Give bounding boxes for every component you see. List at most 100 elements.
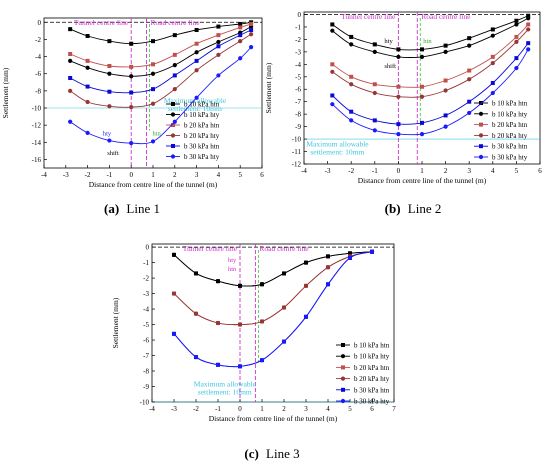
data-point-circle: [107, 71, 112, 76]
legend-marker-circle: [340, 398, 346, 404]
y-tick-label: -2: [295, 36, 301, 44]
data-point-circle: [194, 68, 199, 73]
data-point-square: [420, 84, 424, 89]
data-point-square: [526, 13, 531, 18]
data-point-circle: [490, 33, 495, 38]
x-tick-label: -2: [85, 171, 91, 179]
data-point-square: [526, 41, 531, 46]
data-point-square: [490, 81, 495, 86]
data-point-square: [514, 56, 519, 61]
legend-label: b 20 kPa hty: [354, 375, 390, 383]
y-tick-label: -3: [143, 290, 149, 298]
legend-marker-circle: [478, 133, 484, 138]
data-point-square: [151, 39, 155, 44]
data-point-circle: [172, 87, 177, 92]
data-point-circle: [68, 119, 73, 124]
data-point-square: [194, 41, 199, 46]
legend-label: b 10 kPa hty: [184, 111, 220, 119]
data-point-circle: [215, 279, 221, 284]
data-point-circle: [526, 16, 531, 21]
x-tick-label: -1: [215, 405, 221, 413]
data-point-circle: [443, 88, 448, 93]
series-line-4: [332, 29, 529, 98]
legend-marker-square: [341, 365, 345, 370]
y-tick-label: -2: [143, 275, 149, 283]
y-tick-label: -1: [143, 259, 149, 267]
y-tick-label: -4: [143, 306, 149, 314]
data-point-circle: [490, 60, 495, 66]
data-point-circle: [107, 104, 112, 109]
series-line-1: [70, 21, 252, 45]
series-line-3: [332, 24, 529, 88]
allowable-text-line1: Maximum allowable: [164, 96, 227, 105]
data-point-circle: [467, 43, 472, 48]
data-point-square: [238, 33, 243, 38]
data-point-circle: [237, 364, 243, 369]
series-line-5: [332, 42, 529, 125]
data-point-square: [490, 54, 495, 59]
data-point-circle: [171, 331, 177, 336]
data-point-circle: [443, 49, 448, 54]
x-tick-label: -3: [171, 405, 177, 413]
data-point-circle: [171, 252, 177, 257]
series-line-5: [70, 29, 252, 94]
data-point-square: [467, 99, 472, 104]
data-point-circle: [325, 282, 331, 287]
legend-marker-circle: [170, 154, 176, 159]
data-point-square: [194, 28, 199, 32]
y-tick-label: -8: [143, 368, 149, 376]
data-point-circle: [216, 39, 221, 45]
caption-tag-line2: (b): [385, 201, 401, 216]
x-tick-label: 1: [420, 167, 424, 175]
caption-tag-line1: (a): [104, 201, 119, 216]
data-point-circle: [172, 63, 177, 68]
y-tick-label: -6: [143, 337, 149, 345]
data-point-square: [172, 33, 177, 38]
x-tick-label: 0: [129, 171, 133, 179]
x-axis-label: Distance from centre line of the tunnel …: [209, 414, 338, 423]
caption-line1: (a) Line 1: [104, 201, 160, 216]
data-point-square: [107, 89, 112, 94]
data-point-square: [330, 62, 335, 67]
tunnel-centre-label: Tunnel centre line: [74, 18, 129, 27]
data-point-circle: [303, 283, 309, 288]
data-point-circle: [238, 56, 243, 61]
legend-label: b 10 kPa htn: [354, 342, 390, 350]
caption-line2: (b) Line 2: [385, 201, 442, 216]
data-point-square: [172, 52, 177, 57]
y-tick-label: -7: [295, 98, 301, 106]
x-tick-label: -3: [325, 167, 331, 175]
x-tick-label: -2: [348, 167, 354, 175]
data-point-circle: [68, 88, 73, 93]
y-axis-label: Settlement (mm): [111, 297, 120, 348]
y-tick-label: 0: [146, 244, 150, 252]
data-point-square: [85, 84, 90, 89]
series-line-3: [70, 23, 252, 68]
data-point-circle: [238, 39, 243, 44]
x-tick-label: -4: [301, 167, 307, 175]
series-line-2: [332, 17, 529, 58]
data-point-circle: [303, 260, 309, 265]
legend-marker-square: [479, 144, 483, 149]
data-point-circle: [237, 283, 243, 288]
x-axis-label: Distance from centre line of the tunnel …: [89, 180, 218, 189]
data-point-circle: [237, 322, 243, 327]
data-point-square: [85, 58, 90, 63]
road-centre-label: Road centre line: [259, 244, 309, 253]
series-line-3: [173, 251, 373, 326]
hty-label: hty: [103, 130, 112, 137]
data-point-square: [349, 74, 354, 79]
x-tick-label: 4: [217, 171, 221, 179]
data-point-circle: [171, 291, 177, 296]
data-point-circle: [526, 47, 531, 52]
legend-marker-square: [479, 101, 483, 105]
caption-line3: (c) Line 3: [244, 446, 299, 461]
data-point-circle: [330, 69, 335, 74]
data-point-circle: [194, 95, 199, 100]
series-line-6: [173, 251, 373, 368]
data-point-circle: [526, 27, 531, 32]
data-point-square: [238, 25, 243, 30]
data-point-circle: [281, 271, 287, 276]
y-tick-label: -11: [292, 148, 302, 156]
